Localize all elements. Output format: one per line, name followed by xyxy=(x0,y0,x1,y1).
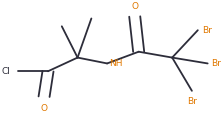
Text: O: O xyxy=(131,2,138,11)
Text: NH: NH xyxy=(109,59,123,68)
Text: Br: Br xyxy=(202,26,212,35)
Text: O: O xyxy=(41,104,47,114)
Text: Br: Br xyxy=(212,59,222,68)
Text: Cl: Cl xyxy=(2,67,11,76)
Text: Br: Br xyxy=(187,97,197,106)
